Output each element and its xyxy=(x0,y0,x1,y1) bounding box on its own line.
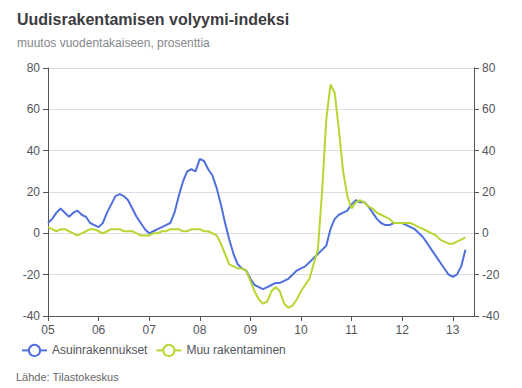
svg-text:Lähde: Tilastokeskus: Lähde: Tilastokeskus xyxy=(16,371,119,383)
svg-text:09: 09 xyxy=(244,323,258,337)
svg-text:Asuinrakennukset: Asuinrakennukset xyxy=(52,343,148,357)
svg-text:-20: -20 xyxy=(482,268,500,282)
svg-text:10: 10 xyxy=(294,323,308,337)
svg-text:-20: -20 xyxy=(23,268,41,282)
svg-text:06: 06 xyxy=(92,323,106,337)
svg-text:05: 05 xyxy=(41,323,55,337)
svg-text:0: 0 xyxy=(482,226,489,240)
svg-text:08: 08 xyxy=(193,323,207,337)
svg-text:Muu rakentaminen: Muu rakentaminen xyxy=(186,343,285,357)
svg-text:Uudisrakentamisen volyymi-inde: Uudisrakentamisen volyymi-indeksi xyxy=(17,11,289,28)
svg-text:12: 12 xyxy=(395,323,409,337)
svg-text:0: 0 xyxy=(33,226,40,240)
svg-text:80: 80 xyxy=(27,61,41,75)
svg-text:60: 60 xyxy=(27,102,41,116)
svg-text:07: 07 xyxy=(143,323,157,337)
svg-text:80: 80 xyxy=(482,61,496,75)
svg-text:muutos vuodentakaiseen, prosen: muutos vuodentakaiseen, prosenttia xyxy=(17,36,210,50)
svg-text:60: 60 xyxy=(482,102,496,116)
svg-text:-40: -40 xyxy=(23,309,41,323)
svg-text:20: 20 xyxy=(27,185,41,199)
svg-text:40: 40 xyxy=(27,144,41,158)
svg-text:11: 11 xyxy=(345,323,358,337)
svg-text:13: 13 xyxy=(446,323,460,337)
svg-text:40: 40 xyxy=(482,144,496,158)
svg-text:20: 20 xyxy=(482,185,496,199)
svg-text:-40: -40 xyxy=(482,309,500,323)
